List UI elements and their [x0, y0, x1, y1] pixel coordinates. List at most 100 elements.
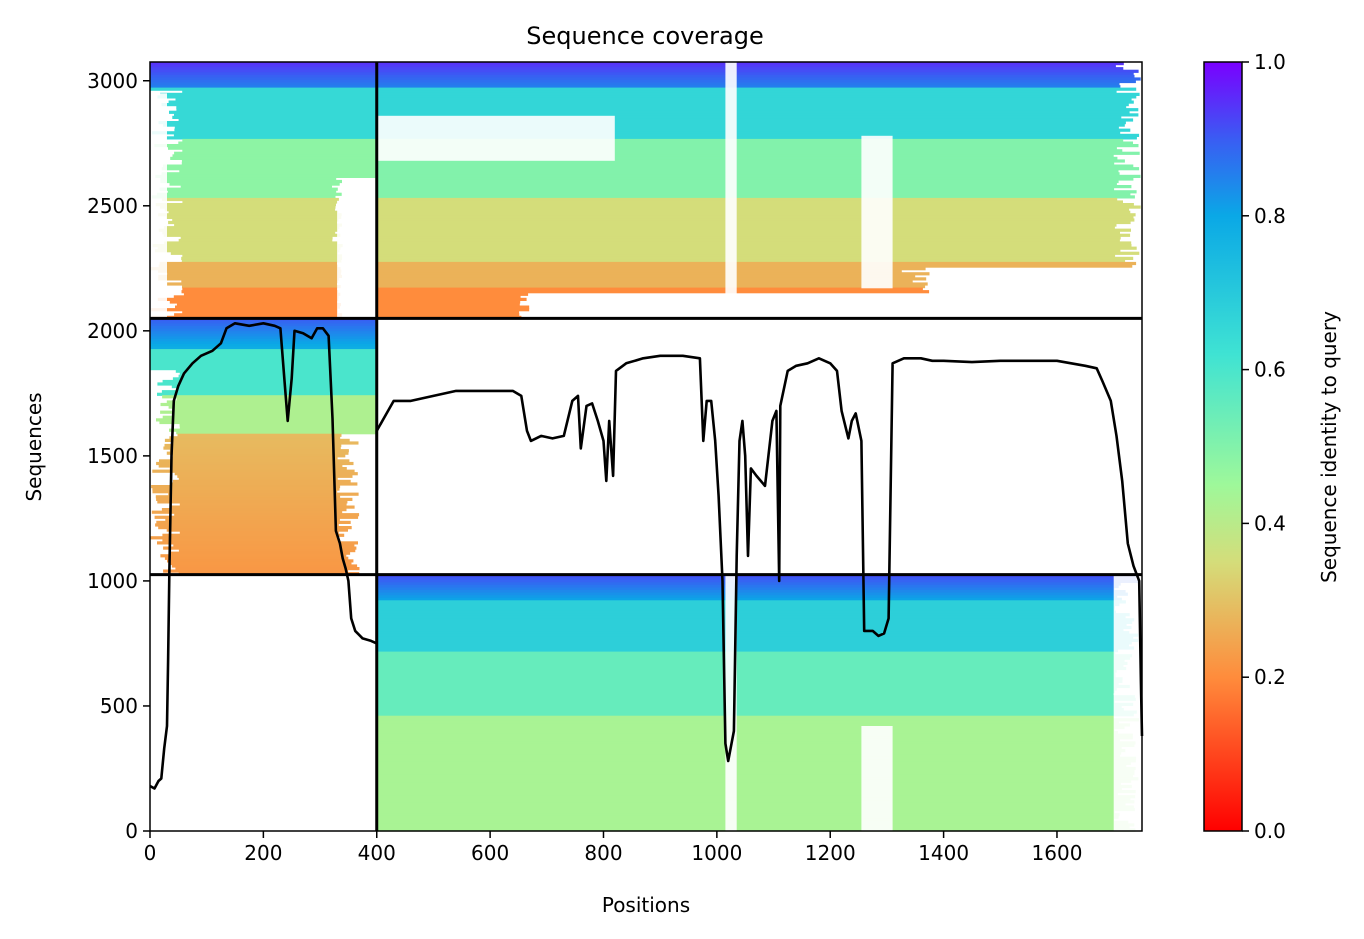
coverage-row [150, 356, 377, 360]
coverage-row [376, 110, 1130, 114]
coverage-row [150, 349, 377, 353]
coverage-row [376, 638, 1139, 642]
coverage-row [376, 731, 1118, 735]
coverage-row [179, 502, 347, 507]
coverage-row [376, 272, 930, 276]
coverage-row [376, 818, 1115, 822]
coverage-row [158, 213, 342, 217]
coverage-row [160, 554, 347, 558]
coverage-row [376, 95, 1137, 99]
coverage-row [169, 467, 347, 471]
coverage-row [376, 141, 1133, 145]
coverage-row [152, 487, 340, 491]
coverage-row [376, 151, 1140, 155]
coverage-row [376, 85, 1121, 89]
coverage-row [376, 820, 1129, 824]
coverage-row [155, 203, 336, 207]
coverage-row [376, 138, 1124, 143]
coverage-row [376, 220, 1131, 225]
colorbar-tick-label: 1.0 [1254, 50, 1286, 74]
coverage-row [376, 177, 1134, 181]
coverage-row [376, 695, 1135, 699]
x-axis-label: Positions [602, 893, 690, 917]
colorbar-tick-label: 0.2 [1254, 665, 1286, 689]
coverage-row [376, 702, 1134, 706]
coverage-row [168, 405, 377, 409]
coverage-row [376, 643, 1129, 648]
coverage-row [376, 602, 1120, 607]
coverage-row [376, 77, 1141, 81]
coverage-row [181, 259, 342, 263]
coverage-row [376, 590, 1126, 594]
coverage-row [169, 182, 340, 186]
coverage-row [160, 410, 377, 414]
coverage-row [150, 85, 377, 89]
coverage-row [376, 195, 1135, 199]
coverage-row [376, 251, 1140, 255]
coverage-row [150, 69, 377, 73]
coverage-row [175, 567, 360, 571]
coverage-gap [150, 93, 167, 319]
coverage-row [173, 441, 359, 445]
coverage-row [376, 313, 520, 317]
y-tick-label: 2500 [87, 194, 138, 218]
coverage-row [376, 69, 1139, 73]
coverage-row [376, 256, 1134, 260]
coverage-row [178, 141, 377, 145]
coverage-row [156, 192, 342, 196]
coverage-row [376, 244, 1132, 248]
coverage-row [376, 213, 1136, 217]
coverage-row [376, 772, 1135, 776]
coverage-row [376, 205, 1141, 209]
coverage-row [163, 226, 340, 230]
coverage-row [376, 62, 1124, 66]
coverage-row [376, 649, 1118, 653]
coverage-row [376, 156, 1118, 160]
coverage-row [376, 133, 1140, 137]
coverage-row [162, 395, 377, 399]
coverage-row [376, 79, 1136, 84]
coverage-row [166, 451, 349, 455]
coverage-row [376, 628, 1124, 632]
coverage-row [158, 228, 339, 232]
coverage-row [182, 310, 338, 314]
coverage-row [376, 669, 1117, 673]
coverage-row [164, 556, 349, 560]
coverage-row [175, 97, 377, 102]
coverage-row [376, 684, 1130, 689]
coverage-row [181, 159, 377, 163]
coverage-row [169, 436, 341, 440]
coverage-row [376, 795, 1136, 799]
coverage-row [178, 374, 377, 378]
coverage-row [150, 318, 377, 322]
coverage-row [376, 579, 1138, 583]
coverage-row [150, 67, 377, 71]
coverage-row [183, 292, 341, 296]
coverage-row [376, 723, 1130, 727]
coverage-row [157, 382, 377, 386]
coverage-row [150, 331, 377, 335]
coverage-row [376, 74, 1135, 78]
coverage-row [155, 249, 340, 253]
coverage-row [376, 113, 1139, 117]
coverage-row [376, 208, 1130, 212]
coverage-row [155, 495, 341, 499]
coverage-row [376, 746, 1122, 750]
chart-title: Sequence coverage [526, 22, 763, 50]
coverage-row [376, 100, 1134, 104]
coverage-row [172, 456, 338, 460]
coverage-row [376, 690, 1115, 694]
coverage-row [151, 195, 336, 199]
coverage-row [376, 128, 1131, 132]
coverage-row [176, 397, 377, 401]
coverage-row [158, 526, 352, 530]
coverage-row [376, 92, 1140, 96]
coverage-row [376, 743, 1135, 747]
heatmap-block-upper-right [376, 62, 1141, 319]
coverage-row [150, 354, 377, 358]
coverage-row [376, 728, 1115, 732]
coverage-row [150, 79, 377, 84]
coverage-row [167, 190, 337, 194]
coverage-row [376, 236, 1121, 240]
